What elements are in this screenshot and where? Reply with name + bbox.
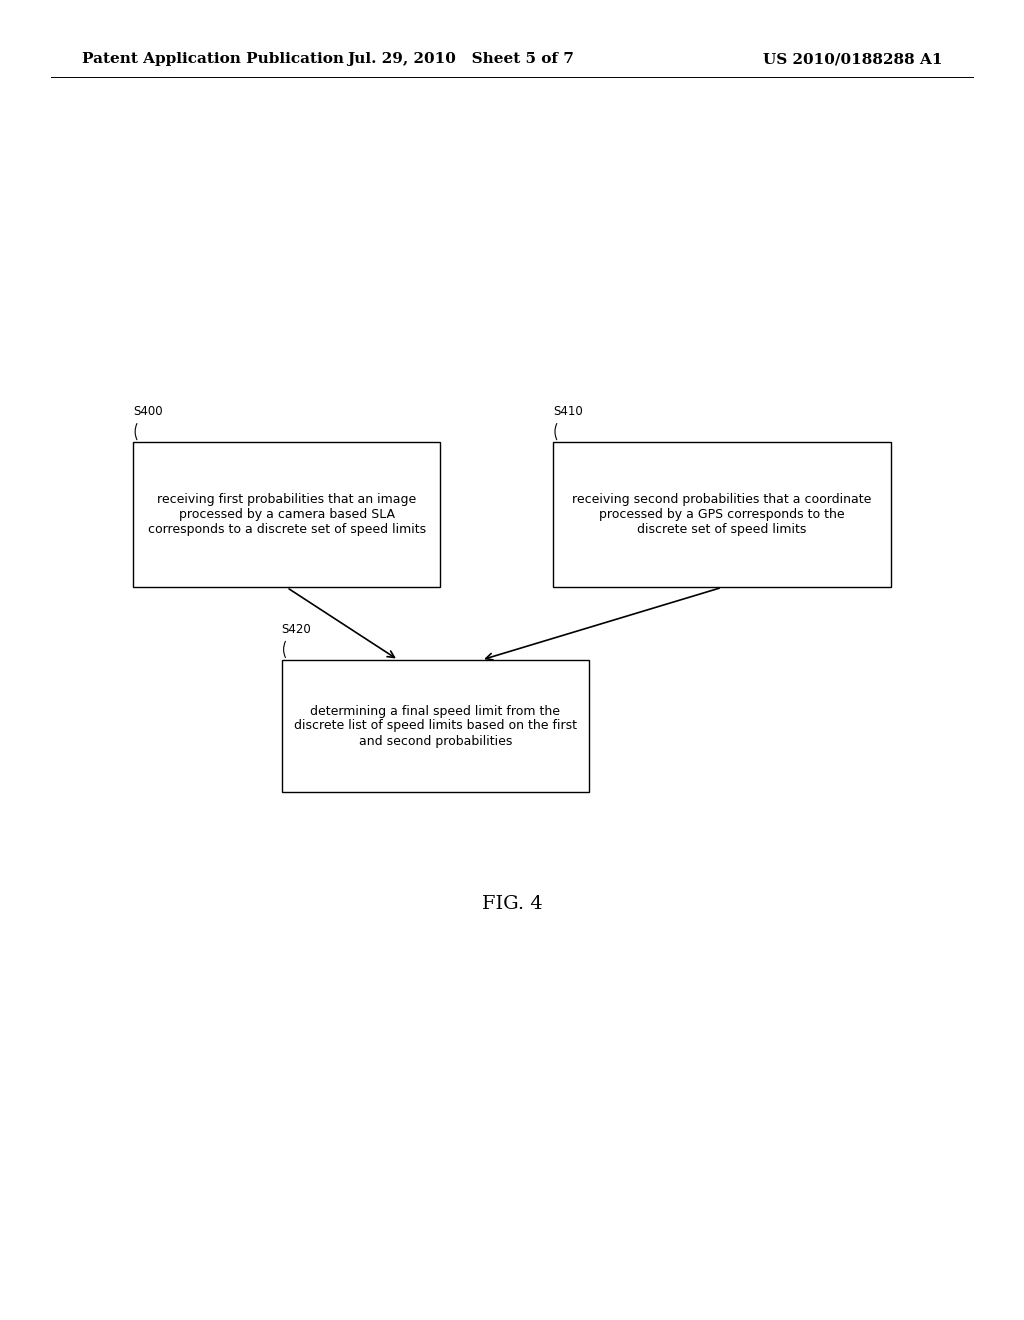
Text: S420: S420 [282,623,311,636]
Text: Patent Application Publication: Patent Application Publication [82,53,344,66]
FancyBboxPatch shape [133,442,440,587]
Text: receiving second probabilities that a coordinate
processed by a GPS corresponds : receiving second probabilities that a co… [572,494,871,536]
Text: Jul. 29, 2010   Sheet 5 of 7: Jul. 29, 2010 Sheet 5 of 7 [347,53,574,66]
Text: S400: S400 [133,405,163,418]
FancyBboxPatch shape [282,660,589,792]
Text: US 2010/0188288 A1: US 2010/0188288 A1 [763,53,942,66]
Text: receiving first probabilities that an image
processed by a camera based SLA
corr: receiving first probabilities that an im… [147,494,426,536]
Text: determining a final speed limit from the
discrete list of speed limits based on : determining a final speed limit from the… [294,705,577,747]
FancyBboxPatch shape [553,442,891,587]
Text: S410: S410 [553,405,583,418]
Text: FIG. 4: FIG. 4 [481,895,543,913]
